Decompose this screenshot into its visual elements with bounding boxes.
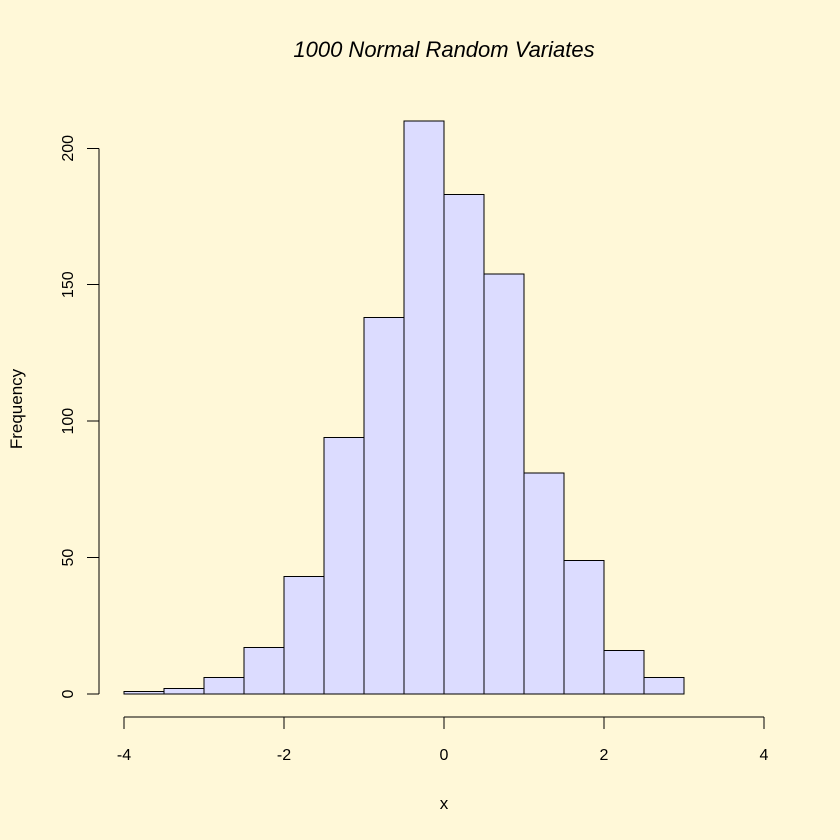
y-axis: 0 50 100 150 200 [60,135,100,698]
histogram-bar [643,677,685,695]
x-axis-tick-label: -2 [277,747,291,764]
histogram-bar [483,273,525,695]
histogram-bar [363,316,405,695]
x-axis-tick-label: -4 [117,747,131,764]
histogram-bar [403,120,445,695]
y-axis-label: Frequency [7,368,26,449]
x-axis-tick-label: 2 [600,747,609,764]
histogram-bar [243,647,285,695]
x-axis: -4 -2 0 2 4 [117,716,769,764]
histogram-bar [283,576,325,695]
y-axis-tick-label: 100 [60,408,77,435]
histogram-bar [563,559,605,695]
y-axis-tick-label: 150 [60,271,77,298]
histogram-bars [123,120,685,695]
x-axis-tick-label: 0 [440,747,449,764]
x-axis-tick-label: 4 [760,747,769,764]
y-axis-tick-label: 200 [60,135,77,162]
y-axis-tick-label: 50 [60,549,77,567]
histogram-bar [203,677,245,695]
chart-title: 1000 Normal Random Variates [293,37,594,62]
histogram-bar [123,690,165,695]
x-axis-label: x [440,794,449,813]
histogram-bar [163,688,205,695]
y-axis-tick-label: 0 [60,689,77,698]
histogram-bar [603,649,645,695]
histogram-bar [443,194,485,695]
histogram-bar [523,472,565,695]
histogram-bar [323,437,365,695]
